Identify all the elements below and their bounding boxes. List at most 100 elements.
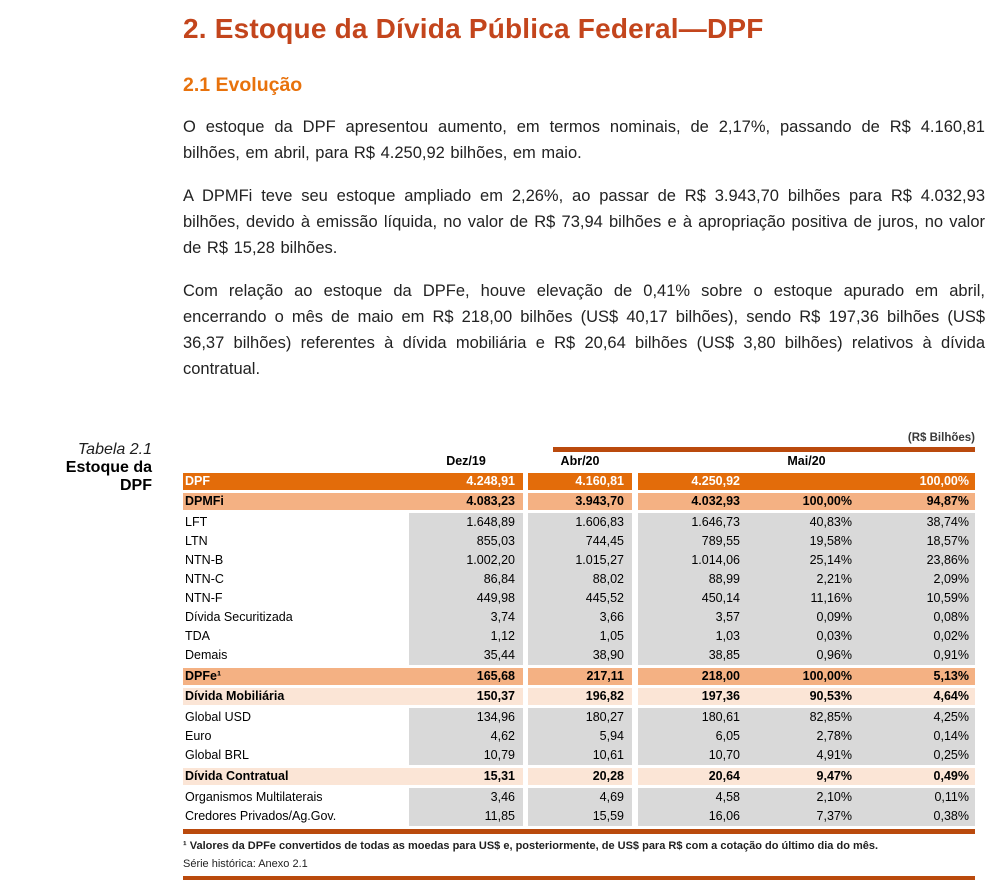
cell-mai20-pct-dpf: 100,00%: [919, 474, 969, 488]
row-seg-dez: TDA 1,12: [183, 627, 523, 646]
cell-abr20: 3.943,70: [528, 493, 632, 510]
page-content: 2. Estoque da Dívida Pública Federal—DPF…: [66, 0, 985, 880]
cell-dez19: 1.002,20: [409, 551, 523, 570]
cell-abr20: 1.606,83: [528, 513, 632, 532]
row-seg-mai: 197,36 90,53% 4,64%: [638, 688, 975, 705]
table-row: NTN-C 86,84 88,02 88,99 2,21% 2,09%: [183, 570, 975, 589]
cell-dez19: 165,68: [476, 669, 515, 683]
cell-mai20-value: 450,14: [701, 591, 740, 605]
cell-abr20: 38,90: [528, 646, 632, 665]
cell-dez19: 4,62: [409, 727, 523, 746]
cell-mai20-pct-dpf: 23,86%: [926, 553, 969, 567]
table-source-note: Série histórica: Anexo 2.1: [183, 858, 308, 870]
cell-mai20-value: 6,05: [715, 729, 740, 743]
row-label: Credores Privados/Ag.Gov.: [185, 809, 337, 823]
cell-mai20-pct-dpf: 10,59%: [926, 591, 969, 605]
cell-dez19: 15,31: [483, 769, 515, 783]
row-seg-dez: LFT 1.648,89: [183, 513, 523, 532]
section-title: 2.1 Evolução: [183, 74, 303, 96]
cell-mai20-pct-dpf: 0,38%: [933, 809, 969, 823]
page-title: 2. Estoque da Dívida Pública Federal—DPF: [183, 13, 764, 44]
row-label: Organismos Multilaterais: [185, 790, 323, 804]
cell-mai20-value: 218,00: [701, 669, 740, 683]
cell-mai20-pct-dpf: 0,91%: [933, 648, 969, 662]
table-row: DPMFi 4.083,23 3.943,70 4.032,93 100,00% 94,8…: [183, 493, 975, 510]
table-row: DPFe¹ 165,68 217,11 218,00 100,00% 5,13%: [183, 668, 975, 685]
cell-mai20-value: 789,55: [701, 534, 740, 548]
cell-mai20-pct-group: [748, 473, 860, 490]
cell-abr20: 4.160,81: [528, 473, 632, 490]
row-label: NTN-F: [185, 591, 223, 605]
cell-mai20-pct-dpf: 4,25%: [933, 710, 969, 724]
row-label: Dívida Mobiliária: [185, 689, 285, 703]
cell-dez19: 10,79: [409, 746, 523, 765]
row-seg-dez: DPMFi 4.083,23: [183, 493, 523, 510]
cell-abr20: 10,61: [528, 746, 632, 765]
cell-dez19: 4.248,91: [466, 474, 515, 488]
cell-mai20-pct-group: 82,85%: [809, 710, 852, 724]
cell-mai20-pct-dpf: 0,25%: [933, 748, 969, 762]
row-label: TDA: [185, 629, 210, 643]
row-seg-mai: 10,70 4,91% 0,25%: [638, 746, 975, 765]
cell-abr20: 88,02: [528, 570, 632, 589]
cell-mai20-value: 4.250,92: [691, 474, 740, 488]
row-seg-mai: 450,14 11,16% 10,59%: [638, 589, 975, 608]
row-seg-dez: Dívida Securitizada 3,74: [183, 608, 523, 627]
cell-mai20-pct-group: 90,53%: [809, 689, 852, 703]
cell-abr20: 3,66: [528, 608, 632, 627]
cell-mai20-pct-group: 11,16%: [810, 591, 852, 605]
row-seg-dez: NTN-B 1.002,20: [183, 551, 523, 570]
row-seg-mai: 16,06 7,37% 0,38%: [638, 807, 975, 826]
row-seg-dez: DPFe¹ 165,68: [183, 668, 523, 685]
table-row: Dívida Mobiliária 150,37 196,82 197,36 90,53…: [183, 688, 975, 705]
cell-mai20-pct-group: 25,14%: [809, 553, 852, 567]
row-seg-mai: 1.014,06 25,14% 23,86%: [638, 551, 975, 570]
row-seg-dez: NTN-F 449,98: [183, 589, 523, 608]
cell-dez19: 855,03: [409, 532, 523, 551]
column-header-dez19: Dez/19: [446, 454, 486, 468]
cell-abr20: 1.015,27: [528, 551, 632, 570]
cell-mai20-value: 197,36: [701, 689, 740, 703]
table-final-rule: [183, 876, 975, 880]
table-row: Global BRL 10,79 10,61 10,70 4,91% 0,25%: [183, 746, 975, 765]
cell-mai20-value: 16,06: [708, 809, 740, 823]
row-seg-mai: 180,61 82,85% 4,25%: [638, 708, 975, 727]
cell-mai20-pct-dpf: 18,57%: [926, 534, 969, 548]
table-footnote: ¹ Valores da DPFe convertidos de todas a…: [183, 840, 879, 852]
table-row: NTN-B 1.002,20 1.015,27 1.014,06 25,14% 23,86…: [183, 551, 975, 570]
row-seg-mai: 38,85 0,96% 0,91%: [638, 646, 975, 665]
table-row: LFT 1.648,89 1.606,83 1.646,73 40,83% 38,74%: [183, 513, 975, 532]
row-seg-dez: Euro 4,62: [183, 727, 523, 746]
table-row: LTN 855,03 744,45 789,55 19,58% 18,57%: [183, 532, 975, 551]
cell-dez19: 449,98: [409, 589, 523, 608]
row-seg-mai: 1,03 0,03% 0,02%: [638, 627, 975, 646]
row-seg-mai: 789,55 19,58% 18,57%: [638, 532, 975, 551]
cell-abr20: 217,11: [528, 668, 632, 685]
row-seg-dez: LTN 855,03: [183, 532, 523, 551]
row-seg-mai: 218,00 100,00% 5,13%: [638, 668, 975, 685]
cell-abr20: 4,69: [528, 788, 632, 807]
row-label: Global BRL: [185, 748, 249, 762]
cell-abr20: 445,52: [528, 589, 632, 608]
row-seg-mai: 4,58 2,10% 0,11%: [638, 788, 975, 807]
cell-dez19: 11,85: [409, 807, 523, 826]
row-seg-dez: DPF 4.248,91: [183, 473, 523, 490]
cell-mai20-value: 3,57: [715, 610, 740, 624]
cell-mai20-value: 180,61: [701, 710, 740, 724]
cell-mai20-pct-dpf: 0,49%: [933, 769, 969, 783]
cell-mai20-value: 1.646,73: [691, 515, 740, 529]
cell-dez19: 86,84: [409, 570, 523, 589]
table-row: Credores Privados/Ag.Gov. 11,85 15,59 16,06…: [183, 807, 975, 826]
table-row: NTN-F 449,98 445,52 450,14 11,16% 10,59%: [183, 589, 975, 608]
cell-mai20-value: 4,58: [715, 790, 740, 804]
table-caption-title: Estoque da DPF: [65, 459, 152, 494]
row-seg-dez: NTN-C 86,84: [183, 570, 523, 589]
cell-dez19: 1.648,89: [409, 513, 523, 532]
cell-mai20-pct-group: 40,83%: [809, 515, 852, 529]
row-seg-mai: 20,64 9,47% 0,49%: [638, 768, 975, 785]
row-label: Global USD: [185, 710, 251, 724]
row-label: LTN: [185, 534, 208, 548]
cell-dez19: 3,74: [409, 608, 523, 627]
table-row: TDA 1,12 1,05 1,03 0,03% 0,02%: [183, 627, 975, 646]
header-spacer: [183, 452, 409, 471]
